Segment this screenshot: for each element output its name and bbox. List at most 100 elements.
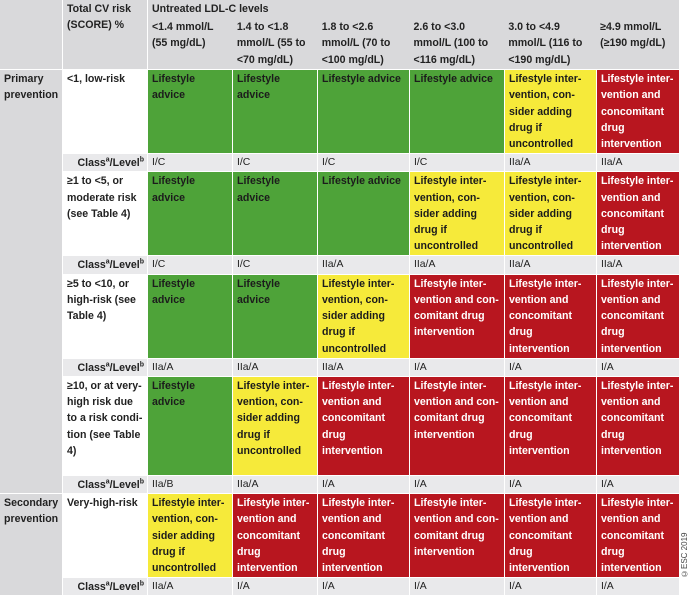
ldl-header: Untreated LDL-C levels <1.4 mmol/L (55 m… [148,0,681,70]
class-level-value: I/A [410,475,505,495]
class-level-value: IIa/A [233,475,318,495]
recommendation-cell: Lifestyle advice [410,70,505,154]
class-level-value: IIa/A [148,578,233,597]
class-level-part: Class [77,581,106,594]
ldl-level-4: 2.6 to <3.0 mmol/L (100 to <116 mg/dL) [413,21,489,66]
risk-category: ≥5 to <10, or high-risk (see Table 4) [63,274,148,359]
class-level-value: I/A [597,358,681,377]
class-level-value: I/A [597,578,681,597]
class-level-part: b [139,258,144,266]
ldl-level-3: 1.8 to <2.6 mmol/L (70 to <100 mg/dL) [321,21,391,66]
class-level-row: Classa/Levelb I/C I/C I/C I/C IIa/A IIa/A [0,154,681,173]
class-level-part: b [139,478,144,486]
copyright-note: ©ESC 2019 [680,532,689,578]
class-level-value: IIa/A [233,358,318,377]
recommendation-cell: Lifestyle inter-vention and concomitant … [318,494,410,579]
recommendation-cell: Lifestyle advice [233,274,318,359]
class-level-part: a [105,478,110,486]
recommendation-cell: Lifestyle inter-vention, con-sider addin… [505,172,597,257]
class-level-value: I/A [410,358,505,377]
recommendation-cell: Lifestyle inter-vention and concomitant … [597,70,681,154]
class-level-value: I/C [233,154,318,173]
corner-cell [0,0,63,70]
recommendation-cell: Lifestyle inter-vention and concomitant … [597,172,681,257]
risk-category: ≥10, or at very-high risk due to a risk … [63,376,148,476]
class-level-row: Classa/Levelb IIa/B IIa/A I/A I/A I/A I/A [0,475,681,495]
class-level-row: Classa/Levelb IIa/A I/A I/A I/A I/A I/A [0,578,681,597]
class-level-value: I/A [410,578,505,597]
class-level-part: /Level [109,259,140,272]
recommendation-cell: Lifestyle advice [318,70,410,154]
recommendation-cell: Lifestyle inter-vention, con-sider addin… [148,494,233,579]
class-level-part: /Level [109,478,140,491]
recommendation-cell: Lifestyle advice [148,172,233,257]
class-level-label: Classa/Levelb [63,256,148,275]
recommendation-cell: Lifestyle advice [233,70,318,154]
ldl-level-6: ≥4.9 mmol/L (≥190 mg/dL) [600,21,666,50]
class-level-part: a [105,258,110,266]
recommendation-cell: Lifestyle inter-vention, con-sider addin… [318,274,410,359]
risk-category: Very-high-risk [63,494,148,579]
class-level-part: Class [77,478,106,491]
class-level-part: /Level [109,361,140,374]
class-level-value: I/C [148,256,233,275]
class-level-part: b [139,580,144,588]
class-level-row: Classa/Levelb I/C I/C IIa/A IIa/A IIa/A IIa/A [0,256,681,275]
class-level-value: IIa/A [148,358,233,377]
risk-row: Primary prevention <1, low-risk Lifestyle … [0,70,681,495]
class-level-value: I/A [597,475,681,495]
class-level-part: a [105,156,110,164]
recommendation-cell: Lifestyle inter-vention and concomitant … [233,494,318,579]
class-level-value: IIa/A [410,256,505,275]
class-level-value: I/A [233,578,318,597]
class-level-value: IIa/A [597,256,681,275]
class-level-value: IIa/A [505,154,597,173]
class-level-value: I/C [318,154,410,173]
risk-column-header: Total CV risk (SCORE) % [63,0,148,70]
ldl-level-1: <1.4 mmol/L (55 mg/dL) [152,21,214,50]
recommendation-cell: Lifestyle inter-vention, con-sider addin… [410,172,505,257]
group-primary: Primary prevention [0,70,63,495]
class-level-value: I/A [505,475,597,495]
recommendation-cell: Lifestyle inter-vention and concomitant … [318,376,410,476]
class-level-label: Classa/Levelb [63,578,148,597]
class-level-value: IIa/A [505,256,597,275]
class-level-row: Classa/Levelb IIa/A IIa/A IIa/A I/A I/A I/A [0,358,681,377]
class-level-label: Classa/Levelb [63,475,148,495]
class-level-part: Class [77,259,106,272]
class-level-value: IIa/A [318,256,410,275]
class-level-part: a [105,361,110,369]
ldl-level-2: 1.4 to <1.8 mmol/L (55 to <70 mg/dL) [236,21,306,66]
recommendation-cell: Lifestyle inter-vention and con-comitant… [410,376,505,476]
class-level-value: I/A [505,358,597,377]
recommendation-cell: Lifestyle inter-vention and concomitant … [597,376,681,476]
class-level-part: Class [77,157,106,169]
class-level-label: Classa/Levelb [63,154,148,173]
recommendation-cell: Lifestyle inter-vention and concomitant … [505,376,597,476]
recommendation-cell: Lifestyle advice [148,376,233,476]
ldl-level-5: 3.0 to <4.9 mmol/L (116 to <190 mg/dL) [508,21,583,66]
risk-row: Secondary prevention Very-high-risk Lifest… [0,494,681,597]
recommendation-cell: Lifestyle inter-vention and concomitant … [505,494,597,579]
class-level-value: IIa/B [148,475,233,495]
class-level-part: /Level [109,581,140,594]
recommendation-cell: Lifestyle inter-vention and concomitant … [505,274,597,359]
recommendation-cell: Lifestyle advice [148,274,233,359]
ldl-title: Untreated LDL-C levels [152,3,269,15]
class-level-value: I/A [318,578,410,597]
recommendation-cell: Lifestyle advice [318,172,410,257]
recommendation-cell: Lifestyle advice [233,172,318,257]
class-level-value: I/C [410,154,505,173]
risk-row: ≥10, or at very-high risk due to a risk … [0,376,681,476]
group-secondary: Secondary prevention [0,494,63,597]
class-level-part: Class [77,361,106,374]
class-level-value: IIa/A [597,154,681,173]
class-level-value: I/A [318,475,410,495]
ldl-treatment-table: Total CV risk (SCORE) % Untreated LDL-C … [0,0,681,597]
class-level-part: /Level [109,157,140,169]
recommendation-cell: Lifestyle inter-vention and con-comitant… [410,274,505,359]
recommendation-cell: Lifestyle inter-vention and concomitant … [597,494,681,579]
class-level-part: b [139,156,144,164]
recommendation-cell: Lifestyle inter-vention, con-sider addin… [233,376,318,476]
class-level-value: I/C [148,154,233,173]
